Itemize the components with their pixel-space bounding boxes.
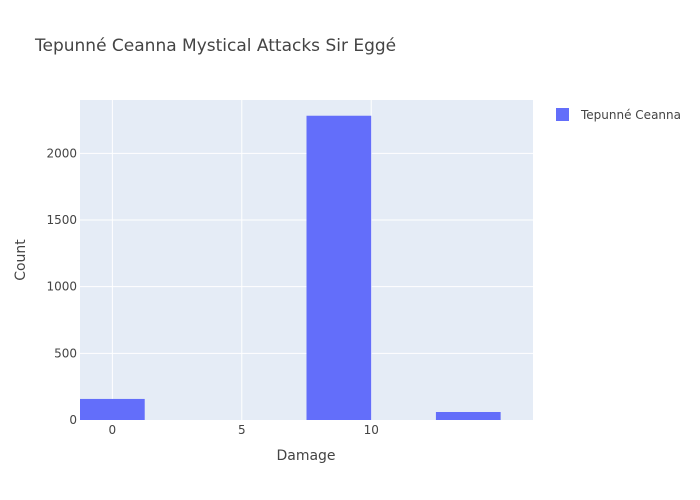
x-tick-label: 10 [364, 423, 379, 437]
y-axis-label: Count [13, 239, 29, 281]
x-axis-label: Damage [276, 448, 335, 464]
y-ticks: 0 500 1000 1500 2000 [46, 146, 77, 427]
chart-title: Tepunné Ceanna Mystical Attacks Sir Eggé [34, 36, 396, 56]
legend-label: Tepunné Ceanna [580, 108, 681, 122]
y-tick-label: 1500 [46, 213, 77, 227]
x-tick-label: 5 [238, 423, 246, 437]
legend-swatch [556, 108, 569, 121]
y-tick-label: 2000 [46, 146, 77, 160]
y-tick-label: 500 [54, 346, 77, 360]
bars-layer [80, 115, 501, 420]
bar-0-0[interactable] [80, 398, 145, 420]
y-tick-label: 1000 [46, 280, 77, 294]
bar-0-1[interactable] [306, 115, 372, 420]
x-tick-label: 0 [109, 423, 117, 437]
bar-0-2[interactable] [435, 412, 501, 420]
x-ticks: 0 5 10 [109, 423, 379, 437]
y-tick-label: 0 [69, 413, 77, 427]
legend[interactable]: Tepunné Ceanna [556, 108, 681, 122]
